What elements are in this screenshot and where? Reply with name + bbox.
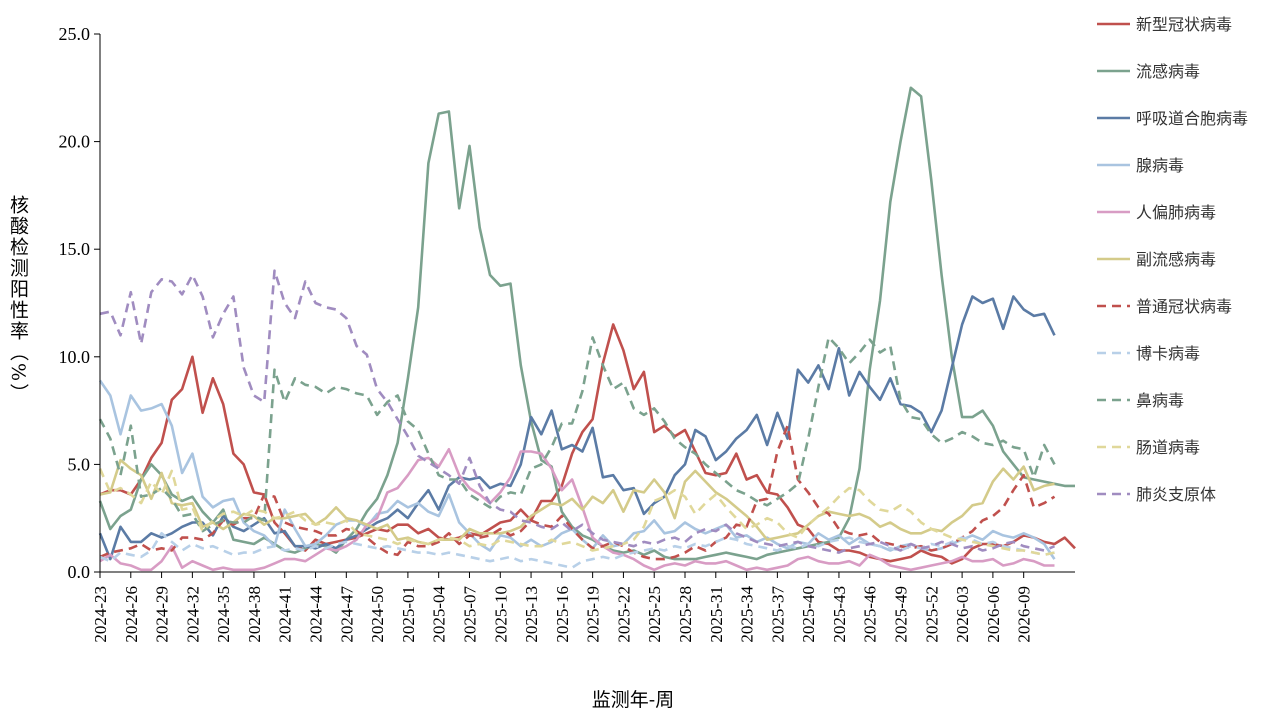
y-ticks: 0.0 5.0 10.0 15.0 20.0 25.0	[59, 24, 100, 582]
legend-entry: 普通冠状病毒	[1136, 297, 1232, 316]
legend-entry: 腺病毒	[1136, 156, 1184, 175]
series-line-7	[99, 532, 1055, 569]
y-axis-title: 核酸检测阳性率（%）	[7, 195, 29, 404]
x-tick-label: 2024-32	[183, 586, 202, 643]
series-line-4	[99, 448, 1055, 572]
x-tick-label: 2026-03	[953, 586, 972, 643]
x-tick-label: 2025-16	[553, 586, 572, 643]
y-tick-label: 20.0	[59, 132, 91, 152]
y-tick-label: 25.0	[59, 24, 91, 44]
x-tick-label: 2025-43	[830, 586, 849, 643]
legend-entry: 博卡病毒	[1136, 344, 1200, 363]
x-tick-label: 2025-04	[430, 586, 449, 643]
x-tick-label: 2024-26	[122, 586, 141, 643]
x-tick-label: 2025-19	[584, 586, 603, 643]
x-tick-label: 2024-35	[214, 586, 233, 643]
x-tick-label: 2024-50	[368, 586, 387, 643]
x-ticks: 2024-23 2024-26 2024-29 2024-32 2024-35 2024-…	[91, 572, 1034, 643]
y-tick-label: 15.0	[59, 239, 91, 259]
x-tick-label: 2024-41	[276, 586, 295, 643]
x-axis-title: 监测年-周	[592, 689, 674, 711]
x-tick-label: 2025-40	[799, 586, 818, 643]
x-tick-label: 2024-23	[91, 586, 110, 643]
series-line-0	[99, 323, 1076, 565]
series-lines	[98, 86, 1076, 572]
x-tick-label: 2025-34	[738, 586, 757, 643]
series-line-8	[98, 336, 1056, 533]
x-tick-label: 2025-07	[460, 586, 479, 643]
y-tick-label: 0.0	[68, 562, 91, 582]
x-tick-label: 2024-44	[307, 586, 326, 643]
legend-entry: 人偏肺病毒	[1136, 203, 1216, 222]
y-tick-label: 10.0	[59, 347, 91, 367]
legend-entry: 鼻病毒	[1136, 391, 1184, 410]
x-tick-label: 2025-46	[861, 586, 880, 643]
x-tick-label: 2025-10	[491, 586, 510, 643]
series-line-6	[99, 424, 1056, 561]
y-tick-label: 5.0	[68, 454, 91, 474]
x-tick-label: 2025-01	[399, 586, 418, 643]
legend-entry: 流感病毒	[1136, 62, 1200, 81]
x-tick-label: 2025-13	[522, 586, 541, 643]
x-tick-label: 2026-06	[984, 586, 1003, 643]
series-line-1	[98, 86, 1075, 561]
x-tick-label: 2025-28	[676, 586, 695, 643]
legend: 新型冠状病毒流感病毒呼吸道合胞病毒腺病毒人偏肺病毒副流感病毒普通冠状病毒博卡病毒…	[1097, 15, 1248, 504]
x-tick-label: 2024-38	[245, 586, 264, 643]
legend-entry: 新型冠状病毒	[1136, 15, 1232, 34]
series-line-10	[99, 269, 1056, 554]
series-line-5	[99, 458, 1055, 546]
x-tick-label: 2025-31	[707, 586, 726, 643]
x-tick-label: 2025-49	[892, 586, 911, 643]
x-tick-label: 2024-47	[337, 586, 356, 643]
x-tick-label: 2026-09	[1015, 586, 1034, 643]
x-tick-label: 2025-52	[922, 586, 941, 643]
legend-entry: 副流感病毒	[1136, 250, 1216, 269]
x-tick-label: 2025-25	[645, 586, 664, 643]
x-tick-label: 2024-29	[153, 586, 172, 643]
legend-entry: 呼吸道合胞病毒	[1136, 109, 1248, 128]
legend-entry: 肠道病毒	[1136, 438, 1200, 457]
legend-entry: 肺炎支原体	[1136, 485, 1216, 504]
series-line-9	[98, 468, 1055, 557]
x-tick-label: 2025-22	[614, 586, 633, 643]
x-tick-label: 2025-37	[768, 586, 787, 643]
